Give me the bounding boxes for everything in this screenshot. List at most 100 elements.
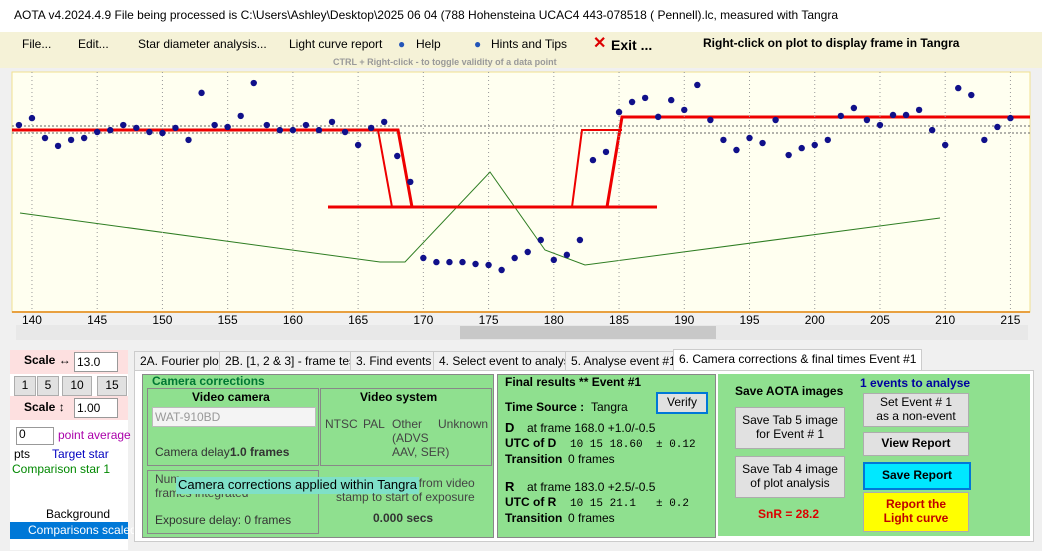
scale-button[interactable]: 15 [97,376,127,396]
data-point [850,104,858,112]
data-point [185,136,192,144]
label: UTC of D [505,436,557,450]
x-tick-label: 170 [413,313,433,326]
checkbox-label[interactable]: pts [14,447,31,461]
data-point [915,106,923,114]
light-curve-plot[interactable]: 140 145 150 155 160 165 170 175 180 185 190 195 200 2… [0,68,1042,326]
data-point [798,144,805,152]
data-point [824,136,831,144]
non-event-button[interactable]: Set Event # 1 as a non-event [863,393,969,427]
data-point [15,121,23,129]
tab[interactable]: 5. Analyse event #1 [565,351,682,371]
x-tick-label: 215 [1000,313,1020,326]
scroll-thumb[interactable] [460,326,716,339]
tab[interactable]: 3. Find events [350,351,438,371]
scale-button[interactable]: 1 [14,376,36,396]
data-point [315,126,323,134]
camera-box [147,388,319,466]
box-title: Video camera [192,390,270,404]
green-trace [19,171,941,266]
view-report-button[interactable]: View Report [863,432,969,456]
scale-button[interactable]: 10 [62,376,92,396]
data-point [602,148,610,156]
data-point [746,134,753,142]
value: ± 0.2 [656,498,690,510]
tab-active[interactable]: 6. Camera corrections & final times Even… [673,349,923,371]
menu-item[interactable]: Hints and Tips [491,37,568,51]
x-tick-label: 200 [805,313,825,326]
save-report-button[interactable]: Save Report [863,462,971,490]
value: 10 15 21.1 [570,498,637,510]
data-point [172,124,179,132]
scale-button[interactable]: 5 [37,376,59,396]
data-point [694,81,701,89]
verify-button[interactable]: Verify [656,392,708,414]
x-tick-label: 210 [935,313,955,326]
events-count: 1 events to analyse [860,376,971,390]
data-point [302,121,310,129]
radio-label[interactable]: NTSC [325,417,358,431]
data-point [772,116,779,124]
label: D [505,420,515,435]
menu-bar [0,32,1042,68]
exposure-delay: Exposure delay: 0 frames [155,513,292,527]
report-button[interactable]: Report the Light curve [863,492,969,532]
data-point [837,112,845,120]
checkbox-label[interactable]: Target star [52,447,109,461]
label: Transition [505,511,563,525]
menu-item[interactable]: Star diameter analysis... [138,37,267,51]
data-point [654,113,662,121]
x-tick-label: 155 [218,313,238,326]
scale-h-label: Scale ↔ [24,353,71,367]
radio-label[interactable]: Unknown [438,417,489,431]
x-tick-label: 185 [609,313,629,326]
data-point [67,136,75,144]
value: ± 0.12 [656,439,696,451]
menu-item[interactable]: Help [416,37,441,51]
data-point [498,266,505,274]
save-button[interactable]: Save Tab 5 image for Event # 1 [735,407,845,449]
menu-hint: Right-click on plot to display frame in … [703,36,960,50]
tab[interactable]: 2B. [1, 2 & 3] - frame test [219,351,365,371]
stamp-label: from video stamp to start of exposure [336,476,475,504]
data-point [159,129,166,137]
scale-h-input[interactable]: 13.0 [74,352,118,372]
menu-item[interactable]: File... [22,37,52,51]
save-title: Save AOTA images [735,384,844,398]
data-point [576,236,584,244]
menu-item[interactable]: Exit ... [611,37,653,53]
data-point [785,151,792,159]
data-point [133,124,140,132]
data-point [446,258,453,266]
avg-select[interactable]: 0 [16,427,54,445]
data-point [641,94,649,102]
menu-item[interactable]: Edit... [78,37,109,51]
data-point [354,141,362,149]
x-tick-label: 195 [739,313,759,326]
checkbox-label[interactable]: Comparison star 1 [12,462,111,476]
label: Time Source : [505,400,585,414]
radio-label[interactable]: PAL [363,417,385,431]
data-point [54,142,62,150]
value: Tangra [591,400,628,414]
radio-label[interactable]: Other (ADVS AAV, SER) [392,417,450,459]
data-point [759,139,766,147]
tab[interactable]: 2A. Fourier plot [134,351,229,371]
tab[interactable]: 4. Select event to analyse [433,351,583,371]
scale-v-input[interactable]: 1.00 [74,398,118,418]
data-point [328,118,336,126]
snr: SnR = 28.2 [758,507,820,521]
data-point [524,248,531,256]
menu-item[interactable]: Light curve report [289,37,383,51]
data-point [681,106,688,114]
data-point [955,84,962,92]
data-point [237,112,244,120]
save-button[interactable]: Save Tab 4 image of plot analysis [735,456,845,498]
data-point [420,254,427,262]
x-tick-label: 145 [87,313,107,326]
camera-select[interactable]: WAT-910BD [152,407,316,427]
checkbox-label[interactable]: Comparisons scaled [28,523,137,537]
x-tick-label: 180 [544,313,564,326]
checkbox-label[interactable]: Background [46,507,111,521]
